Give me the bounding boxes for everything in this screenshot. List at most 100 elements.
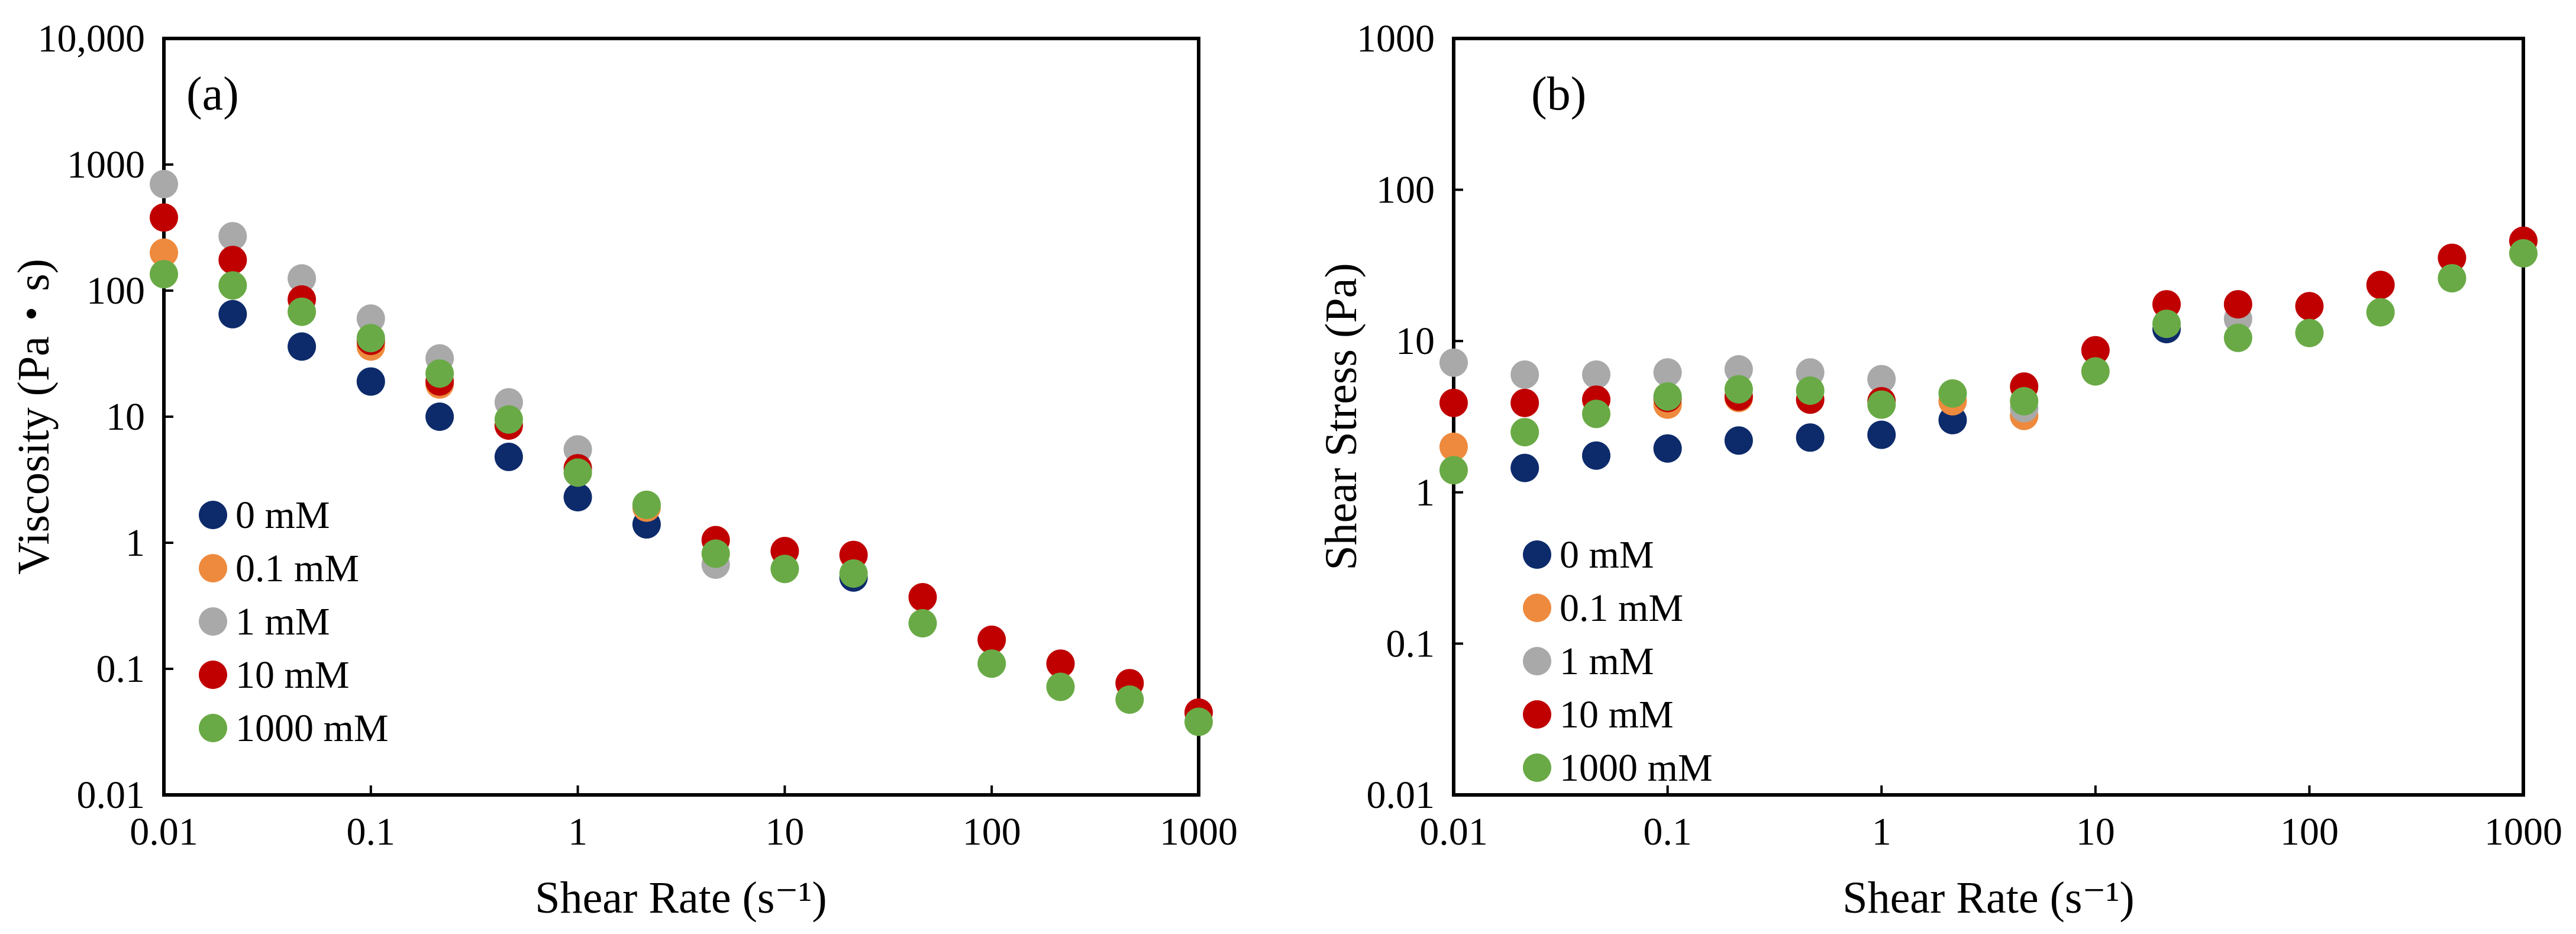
viscosity-y-tick-label: 10 xyxy=(106,395,145,439)
viscosity-point-0-mm xyxy=(288,332,317,361)
viscosity-x-tick-label: 1000 xyxy=(1160,810,1238,854)
shear-stress-point-1000-mm xyxy=(1867,390,1896,419)
viscosity-x-tick-label: 1 xyxy=(568,810,587,854)
viscosity-point-1000-mm xyxy=(1046,672,1075,701)
shear-stress-point-1000-mm xyxy=(1439,456,1468,485)
shear-stress-point-0-mm xyxy=(1796,423,1825,452)
viscosity-point-10-mm xyxy=(1046,649,1075,678)
shear-stress-y-tick-label: 1 xyxy=(1415,471,1435,514)
shear-stress-point-1000-mm xyxy=(2366,298,2395,327)
viscosity-point-1000-mm xyxy=(425,359,454,388)
shear-stress-point-0-mm xyxy=(1582,441,1610,470)
shear-stress-point-10-mm xyxy=(2223,290,2252,319)
viscosity-legend: 0 mM 0.1 mM 1 mM 10 mM 1000 mM xyxy=(199,494,389,750)
shear-stress-legend-marker xyxy=(1523,540,1551,569)
viscosity-point-0-mm xyxy=(494,442,523,471)
viscosity-point-1000-mm xyxy=(563,458,592,487)
viscosity-legend-marker xyxy=(199,607,227,636)
viscosity-x-tick-label: 10 xyxy=(765,810,804,854)
shear-stress-point-1000-mm xyxy=(1510,418,1539,447)
viscosity-legend-label: 1000 mM xyxy=(235,707,389,750)
shear-stress-legend-label: 10 mM xyxy=(1560,693,1674,736)
shear-stress-point-0-mm xyxy=(1724,426,1753,455)
shear-stress-point-1000-mm xyxy=(2295,318,2324,347)
shear-stress-x-tick-label: 1 xyxy=(1872,810,1891,854)
shear-stress-point-1000-mm xyxy=(2152,310,2181,339)
shear-stress-legend-marker xyxy=(1523,594,1551,622)
viscosity-legend-label: 0.1 mM xyxy=(235,547,359,590)
shear-stress-y-tick-label: 10 xyxy=(1396,320,1435,363)
viscosity-legend-label: 1 mM xyxy=(235,600,330,643)
shear-stress-x-tick-label: 100 xyxy=(2280,810,2339,854)
viscosity-y-tick-label: 10,000 xyxy=(38,17,146,60)
viscosity-point-1-mm xyxy=(288,264,317,293)
viscosity-point-1000-mm xyxy=(701,539,730,568)
shear-stress-point-1-mm xyxy=(1510,360,1539,389)
viscosity-legend-label: 0 mM xyxy=(235,494,330,537)
shear-stress-point-10-mm xyxy=(2295,292,2324,321)
shear-stress-point-0-1-mm xyxy=(1439,432,1468,461)
viscosity-legend-marker xyxy=(199,661,227,689)
shear-stress-point-1-mm xyxy=(1724,355,1753,384)
viscosity-point-1000-mm xyxy=(1115,685,1144,714)
shear-stress-point-1000-mm xyxy=(1653,382,1682,411)
shear-stress-y-axis-title: Shear Stress (Pa) xyxy=(1316,263,1366,570)
shear-stress-point-1000-mm xyxy=(2010,387,2039,416)
shear-stress-legend-marker xyxy=(1523,753,1551,782)
viscosity-point-1000-mm xyxy=(770,555,799,584)
shear-stress-point-1000-mm xyxy=(1938,379,1967,408)
shear-stress-legend-label: 0.1 mM xyxy=(1560,587,1683,630)
viscosity-point-1000-mm xyxy=(1184,707,1213,736)
shear-stress-point-1-mm xyxy=(1867,365,1896,394)
shear-stress-legend: 0 mM 0.1 mM 1 mM 10 mM 1000 mM xyxy=(1523,533,1713,790)
viscosity-point-1000-mm xyxy=(977,649,1006,678)
shear-stress-x-tick-label: 0.01 xyxy=(1419,810,1488,854)
shear-stress-point-1000-mm xyxy=(1724,375,1753,404)
viscosity-point-0-mm xyxy=(563,483,592,511)
shear-stress-point-10-mm xyxy=(2438,243,2467,272)
shear-stress-legend-label: 1 mM xyxy=(1560,640,1654,683)
viscosity-point-1000-mm xyxy=(494,405,523,434)
viscosity-point-1000-mm xyxy=(356,324,385,353)
viscosity-point-1-mm xyxy=(356,304,385,333)
viscosity-legend-label: 10 mM xyxy=(235,653,350,697)
shear-stress-y-tick-label: 0.1 xyxy=(1386,622,1435,665)
shear-stress-point-10-mm xyxy=(2366,270,2395,299)
viscosity-y-tick-label: 1 xyxy=(125,521,145,565)
viscosity-point-10-mm xyxy=(150,203,178,232)
viscosity-y-tick-label: 100 xyxy=(86,269,145,313)
viscosity-y-tick-label: 1000 xyxy=(67,143,145,186)
viscosity-y-axis-title: Viscosity (Pa・s) xyxy=(9,259,59,575)
shear-stress-point-0-mm xyxy=(1510,453,1539,482)
shear-stress-x-tick-label: 1000 xyxy=(2484,810,2562,854)
viscosity-x-tick-label: 0.1 xyxy=(347,810,396,854)
shear-stress-point-1000-mm xyxy=(2223,323,2252,352)
shear-stress-point-0-mm xyxy=(1653,434,1682,463)
viscosity-point-1000-mm xyxy=(218,271,247,300)
shear-stress-legend-marker xyxy=(1523,700,1551,729)
shear-stress-legend-marker xyxy=(1523,647,1551,675)
shear-stress-x-axis-title: Shear Rate (s⁻¹) xyxy=(1842,873,2134,923)
viscosity-chart: (a) 0.01 0.1 1 10 100 1000 0.01 0.1 1 10 100 1000 1… xyxy=(9,17,1238,923)
shear-stress-legend-label: 1000 mM xyxy=(1560,746,1713,790)
shear-stress-point-1000-mm xyxy=(1582,400,1610,429)
viscosity-point-0-mm xyxy=(425,402,454,431)
viscosity-point-0-1-mm xyxy=(150,238,178,267)
viscosity-x-axis-title: Shear Rate (s⁻¹) xyxy=(535,873,827,923)
viscosity-point-10-mm xyxy=(977,625,1006,654)
viscosity-point-1000-mm xyxy=(288,297,317,326)
shear-stress-legend-label: 0 mM xyxy=(1560,533,1654,576)
shear-stress-point-10-mm xyxy=(1510,388,1539,417)
viscosity-point-1000-mm xyxy=(908,609,937,637)
shear-stress-chart: (b) 0.01 0.1 1 10 100 1000 0.01 0.1 1 10 100 1000 … xyxy=(1316,17,2562,923)
viscosity-y-tick-label: 0.1 xyxy=(96,648,146,691)
shear-stress-y-tick-label: 100 xyxy=(1376,169,1435,212)
viscosity-point-1-mm xyxy=(150,170,178,198)
viscosity-legend-marker xyxy=(199,501,227,529)
shear-stress-point-0-mm xyxy=(1867,420,1896,449)
viscosity-y-tick-label: 0.01 xyxy=(77,774,146,817)
shear-stress-point-1000-mm xyxy=(1796,376,1825,405)
shear-stress-point-10-mm xyxy=(2152,290,2181,319)
viscosity-point-1000-mm xyxy=(839,559,868,588)
